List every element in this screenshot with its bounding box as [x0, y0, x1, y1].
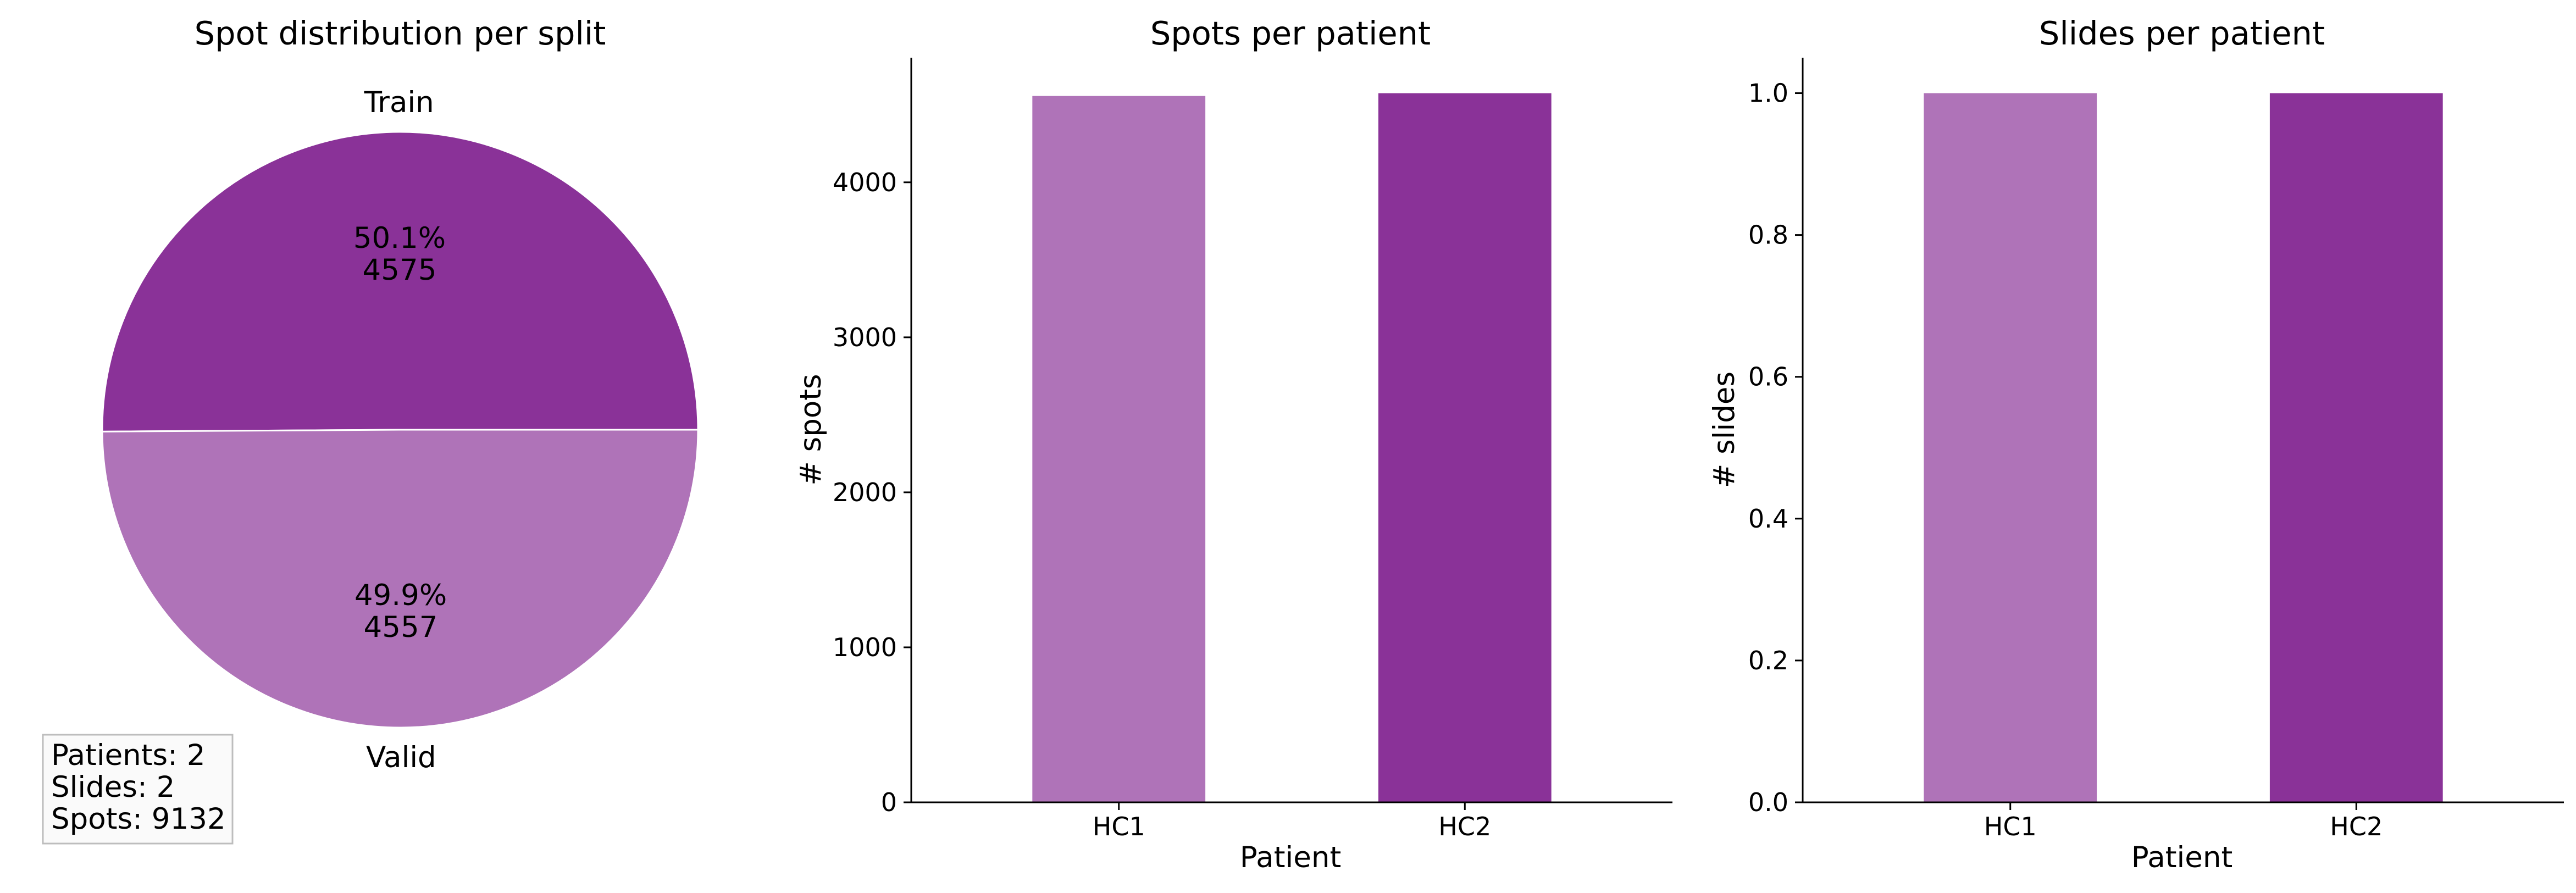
- spots-xtick-label: HC1: [1093, 812, 1145, 841]
- spots-ytick-label: 1000: [833, 633, 897, 662]
- slides-axes: [1802, 58, 2564, 803]
- slides-bars: [1924, 93, 2443, 802]
- slides-ytick-label: 0.6: [1748, 362, 1788, 392]
- pie-slices: [101, 131, 699, 729]
- spots-ytick-label: 0: [881, 787, 897, 817]
- slides-x-ticks: HC1 HC2: [1984, 802, 2383, 841]
- spots-title: Spots per patient: [1150, 14, 1431, 52]
- pie-label-train: Train: [364, 86, 434, 119]
- pie-count-train: 4575: [363, 253, 437, 287]
- pie-panel: Spot distribution per split Train50.1%45…: [42, 14, 699, 845]
- pie-title: Spot distribution per split: [195, 14, 606, 52]
- slides-ytick-label: 0.2: [1748, 646, 1788, 675]
- slides-xtick-label: HC1: [1984, 812, 2037, 841]
- stats-patients: Patients: 2: [51, 739, 206, 772]
- slides-ytick-label: 1.0: [1748, 79, 1788, 108]
- slides-y-ticks: 0.0 0.2 0.4 0.6 0.8 1.0: [1748, 79, 1803, 817]
- spots-ytick-label: 2000: [833, 478, 897, 507]
- slides-title: Slides per patient: [2039, 14, 2325, 52]
- pie-pct-train: 50.1%: [353, 221, 446, 255]
- spots-ytick-label: 3000: [833, 323, 897, 352]
- pie-labels: Train 50.1%4575 Valid 49.9%4557: [353, 86, 447, 774]
- spots-y-ticks: 0 1000 2000 3000 4000: [833, 168, 911, 817]
- spots-xlabel: Patient: [1240, 841, 1342, 874]
- slides-ytick-label: 0.4: [1748, 504, 1788, 534]
- slides-xlabel: Patient: [2131, 841, 2233, 874]
- stats-slides: Slides: 2: [51, 770, 175, 804]
- slides-ytick-label: 0.0: [1748, 787, 1788, 817]
- pie-count-valid: 4557: [364, 611, 438, 644]
- stats-box: Patients: 2 Slides: 2 Spots: 9132: [42, 734, 234, 845]
- slides-bar-hc1: [1924, 93, 2097, 802]
- slides-xtick-label: HC2: [2330, 812, 2383, 841]
- pie-slice-valid: [101, 429, 699, 729]
- spots-bar-hc1: [1032, 96, 1206, 803]
- spots-bars: [1032, 93, 1552, 803]
- spots-x-ticks: HC1 HC2: [1093, 802, 1491, 841]
- spots-axes: [910, 58, 1672, 803]
- pie-pct-valid: 49.9%: [354, 579, 447, 612]
- spots-ytick-label: 4000: [833, 168, 897, 197]
- stats-spots: Spots: 9132: [51, 802, 226, 836]
- spots-ylabel: # spots: [794, 374, 828, 485]
- pie-slice-train: [101, 131, 699, 432]
- slides-ytick-label: 0.8: [1748, 220, 1788, 250]
- spots-xtick-label: HC2: [1438, 812, 1491, 841]
- spots-bar-hc2: [1378, 93, 1552, 803]
- pie-label-valid: Valid: [366, 741, 436, 774]
- slides-ylabel: # slides: [1708, 371, 1741, 488]
- slides-bar-hc2: [2269, 93, 2443, 802]
- slides-panel: Slides per patient 0.0 0.2 0.4 0.6 0.8 1.0 HC…: [1708, 14, 2564, 874]
